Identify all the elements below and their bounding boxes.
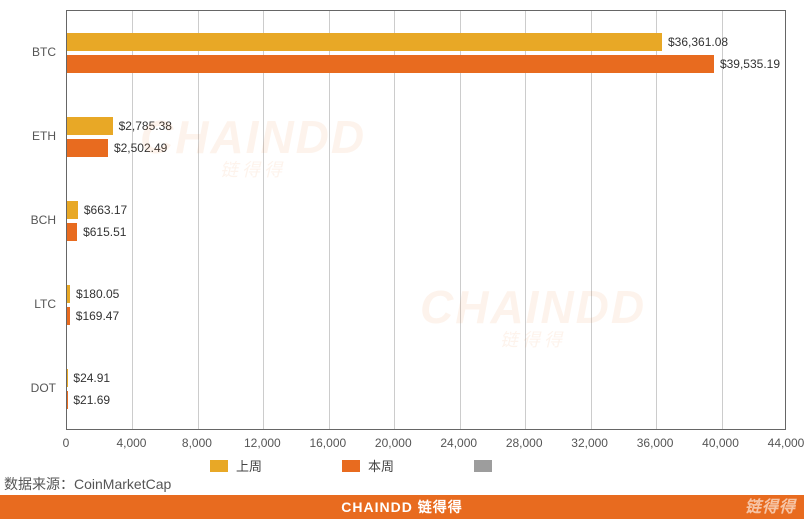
bar-value-label: $2,785.38 xyxy=(119,119,172,133)
gridline xyxy=(394,11,395,429)
bar-value-label: $36,361.08 xyxy=(668,35,728,49)
bar-this_week xyxy=(67,139,108,157)
gridline xyxy=(525,11,526,429)
x-tick-label: 16,000 xyxy=(309,436,346,450)
y-tick-label: LTC xyxy=(0,297,56,311)
gridline xyxy=(656,11,657,429)
y-tick-label: BTC xyxy=(0,45,56,59)
bar-value-label: $21.69 xyxy=(73,393,110,407)
plot-area: $36,361.08 $39,535.19 $2,785.38 $2,502.49 $6… xyxy=(66,10,786,430)
x-tick-label: 24,000 xyxy=(440,436,477,450)
bar-last_week xyxy=(67,33,662,51)
legend-item: 上周 xyxy=(210,456,262,475)
bar-value-label: $2,502.49 xyxy=(114,141,167,155)
footer-logo: 链得得 xyxy=(745,493,796,517)
bar-value-label: $615.51 xyxy=(83,225,126,239)
bar-last_week xyxy=(67,117,113,135)
x-tick-label: 8,000 xyxy=(182,436,212,450)
footer-brand: CHAINDD 链得得 xyxy=(341,497,462,517)
gridline xyxy=(198,11,199,429)
gridline xyxy=(263,11,264,429)
bar-value-label: $663.17 xyxy=(84,203,127,217)
gridline xyxy=(591,11,592,429)
bar-this_week xyxy=(67,223,77,241)
bar-this_week xyxy=(67,55,714,73)
legend-swatch xyxy=(210,460,228,472)
x-tick-label: 36,000 xyxy=(637,436,674,450)
legend: 上周 本周 xyxy=(210,456,500,475)
gridline xyxy=(722,11,723,429)
bar-value-label: $169.47 xyxy=(76,309,119,323)
legend-item: 本周 xyxy=(342,456,394,475)
x-tick-label: 44,000 xyxy=(768,436,804,450)
legend-label: 本周 xyxy=(368,456,394,475)
legend-swatch xyxy=(474,460,492,472)
gridline xyxy=(329,11,330,429)
bar-value-label: $180.05 xyxy=(76,287,119,301)
y-tick-label: ETH xyxy=(0,129,56,143)
x-tick-label: 12,000 xyxy=(244,436,281,450)
bar-this_week xyxy=(67,391,68,409)
bar-last_week xyxy=(67,369,68,387)
bar-value-label: $24.91 xyxy=(73,371,110,385)
x-tick-label: 32,000 xyxy=(571,436,608,450)
legend-item xyxy=(474,460,500,472)
x-tick-label: 0 xyxy=(63,436,70,450)
data-source: 数据来源：CoinMarketCap xyxy=(4,474,171,494)
y-tick-label: DOT xyxy=(0,381,56,395)
bar-this_week xyxy=(67,307,70,325)
bar-last_week xyxy=(67,285,70,303)
source-name: CoinMarketCap xyxy=(74,476,171,492)
gridline xyxy=(460,11,461,429)
x-tick-label: 28,000 xyxy=(506,436,543,450)
x-tick-label: 40,000 xyxy=(702,436,739,450)
bar-value-label: $39,535.19 xyxy=(720,57,780,71)
x-tick-label: 4,000 xyxy=(116,436,146,450)
x-tick-label: 20,000 xyxy=(375,436,412,450)
legend-label: 上周 xyxy=(236,456,262,475)
legend-swatch xyxy=(342,460,360,472)
chart-root: $36,361.08 $39,535.19 $2,785.38 $2,502.49 $6… xyxy=(0,0,804,519)
source-prefix: 数据来源： xyxy=(4,476,74,492)
y-tick-label: BCH xyxy=(0,213,56,227)
footer-bar: CHAINDD 链得得 链得得 xyxy=(0,495,804,519)
bar-last_week xyxy=(67,201,78,219)
gridline xyxy=(132,11,133,429)
